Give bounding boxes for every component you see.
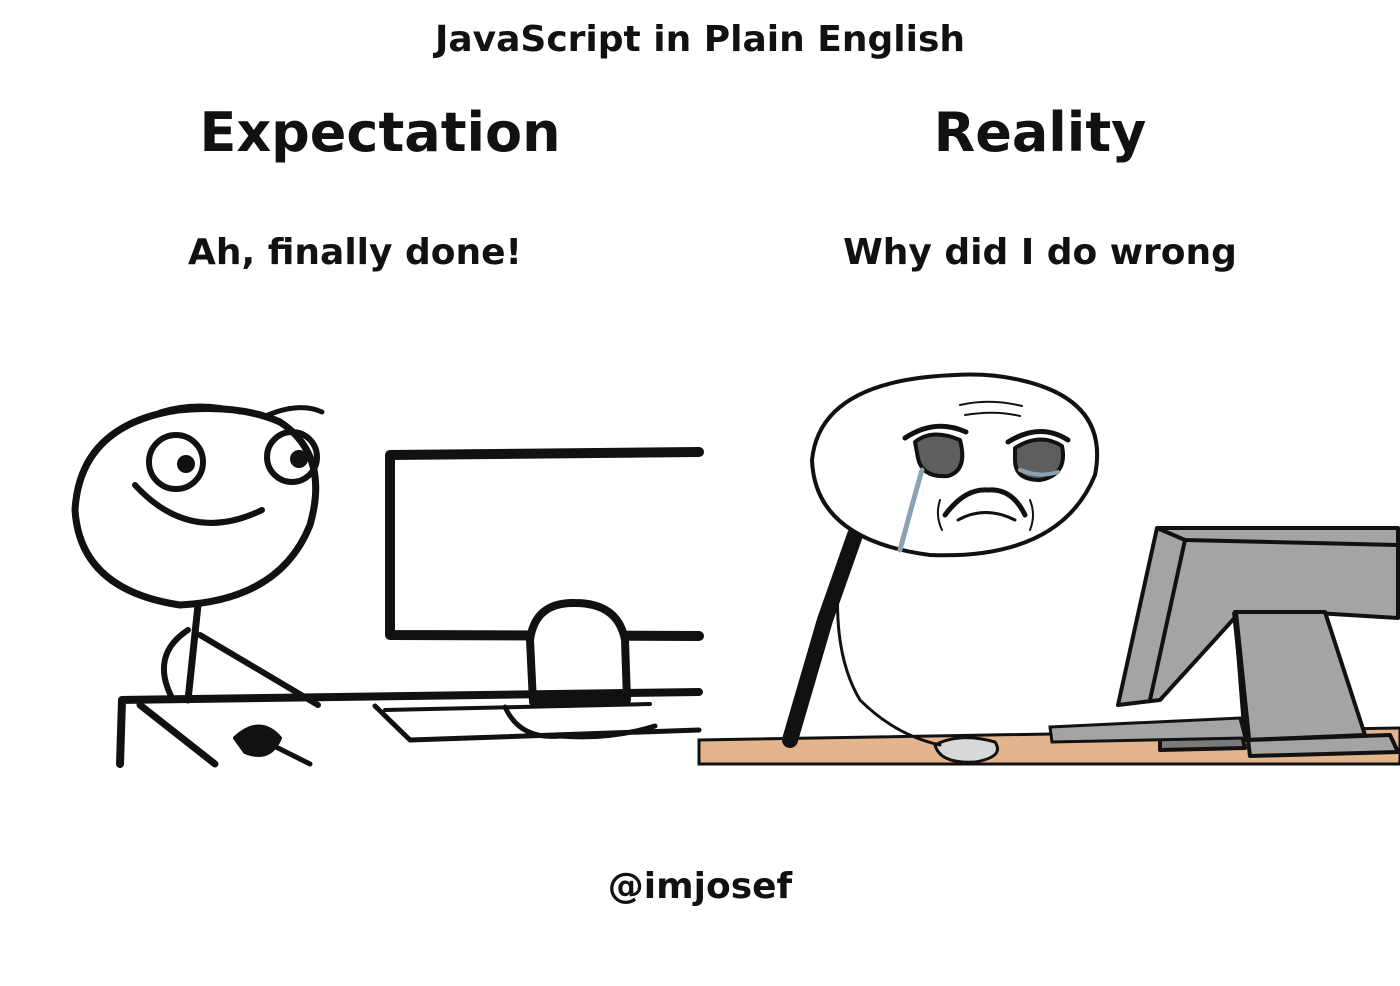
sad-stickman — [782, 372, 1100, 748]
sad-monitor — [1116, 526, 1400, 758]
expectation-caption: Ah, finally done! — [188, 232, 522, 273]
sad-keyboard — [933, 716, 1247, 764]
reality-title: Reality — [933, 101, 1147, 164]
author-handle: @imjosef — [607, 866, 793, 907]
happy-monitor — [385, 447, 704, 706]
happy-desk — [116, 688, 703, 768]
reality-drawing — [697, 372, 1400, 766]
happy-stickman — [71, 403, 325, 767]
page-title: JavaScript in Plain English — [434, 19, 966, 60]
expectation-title: Expectation — [199, 101, 561, 164]
expectation-drawing — [71, 403, 704, 768]
reality-caption: Why did I do wrong — [843, 232, 1237, 273]
